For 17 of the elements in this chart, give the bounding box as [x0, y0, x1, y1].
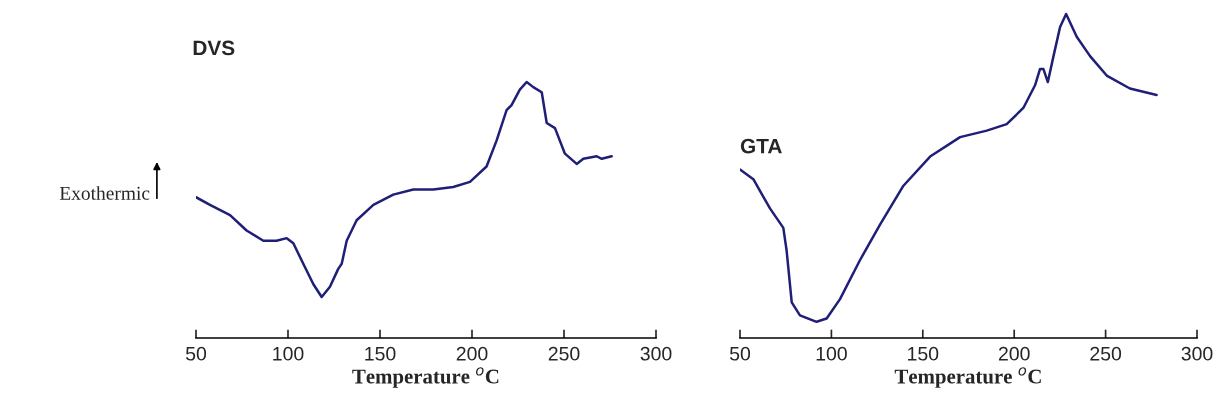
x-tick-label: 250	[1090, 346, 1122, 361]
x-tick-label: 150	[908, 346, 939, 361]
x-tick-label: 300	[1181, 346, 1213, 361]
x-tick-label: 300	[640, 346, 672, 361]
x-axis-title: Temperature $^{o}$C	[894, 367, 1041, 388]
x-axis-title: Temperature $^{o}$C	[352, 367, 499, 388]
x-tick-label: 200	[998, 346, 1030, 361]
x-tick-label: 50	[729, 346, 751, 361]
chart-title: DVS	[193, 40, 235, 56]
x-tick-label: 50	[185, 346, 207, 361]
x-tick-label: 100	[273, 346, 304, 361]
y-axis-title: Exothermic	[59, 186, 150, 200]
x-tick-label: 150	[365, 346, 396, 361]
text: GTA	[740, 138, 782, 154]
x-tick-label: 200	[456, 346, 488, 361]
x-tick-label: 100	[816, 346, 847, 361]
x-tick-label: 250	[548, 346, 580, 361]
